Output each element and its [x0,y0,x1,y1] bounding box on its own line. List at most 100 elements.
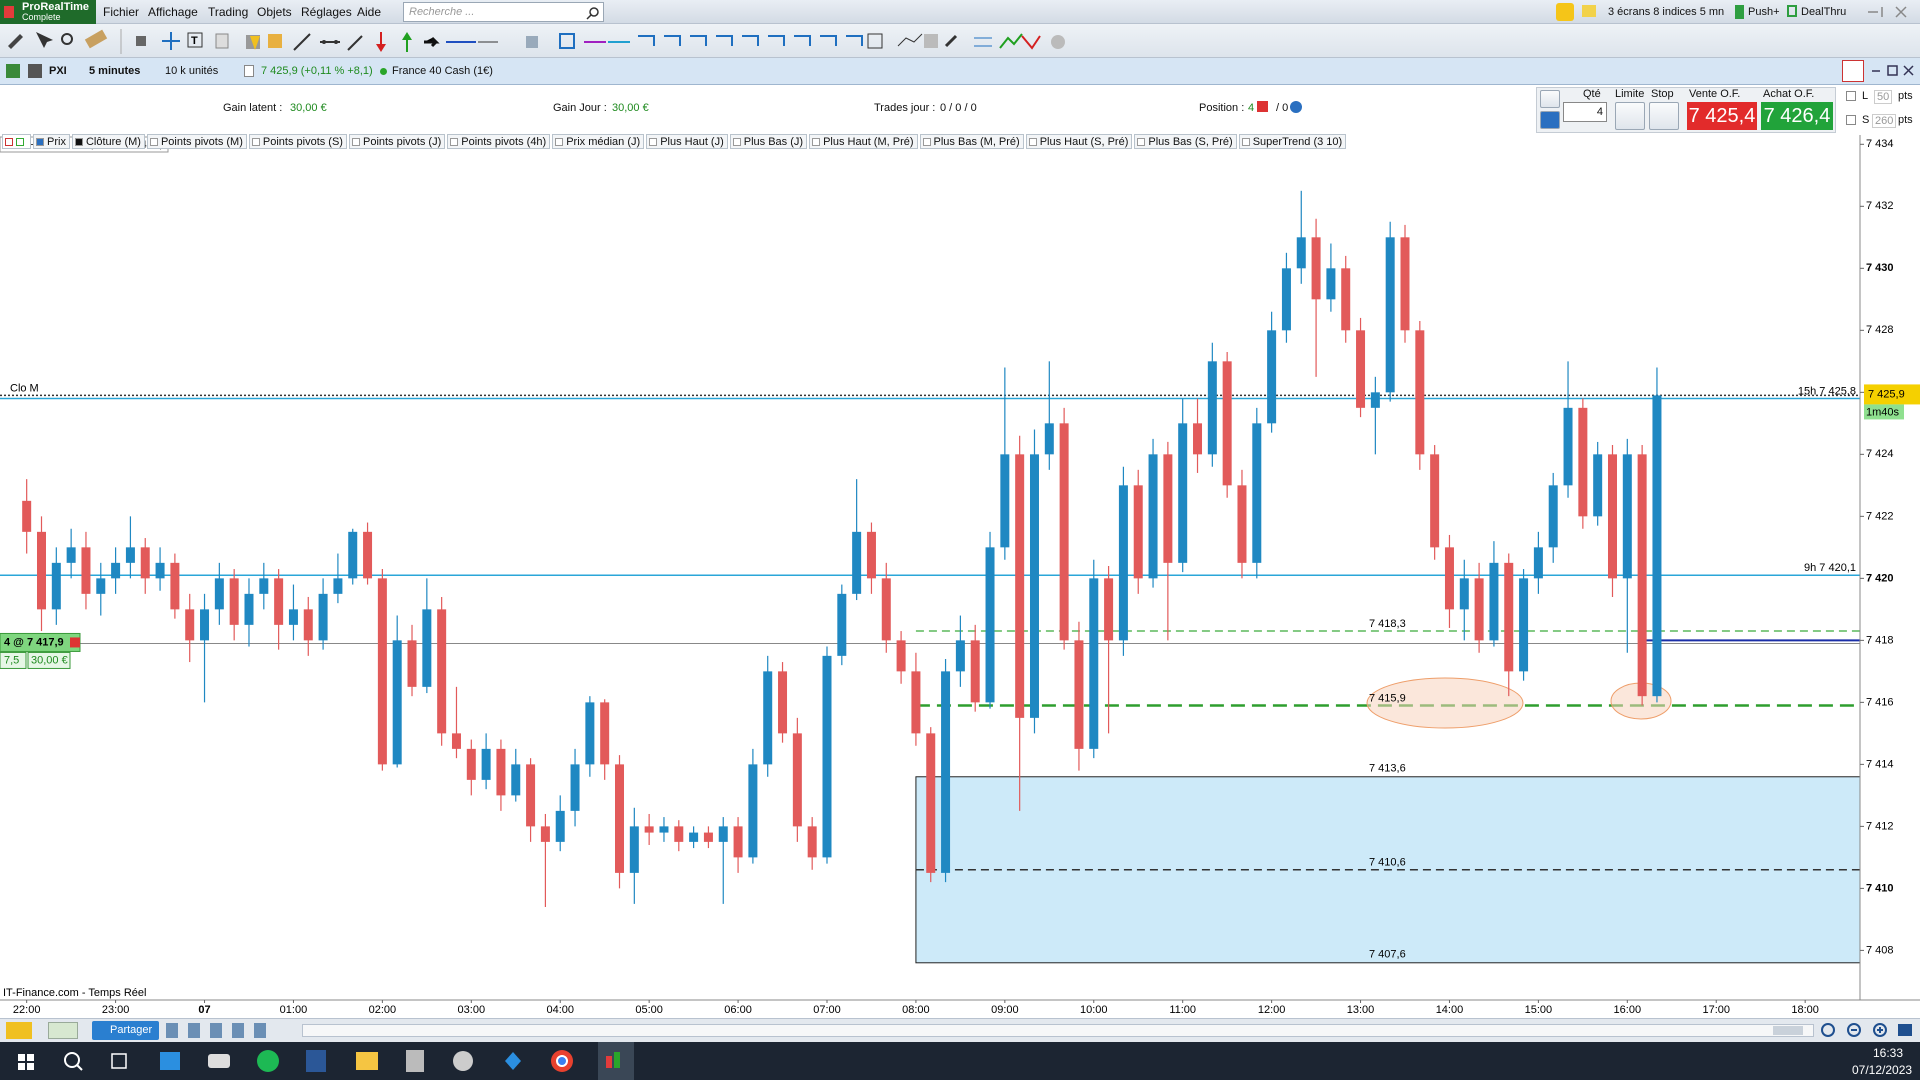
indicator-tag[interactable]: Plus Bas (S, Pré) [1134,134,1237,149]
x-tick-label: 11:00 [1169,1004,1196,1016]
window-controls[interactable] [1866,4,1920,20]
toolbar-icons[interactable]: T [0,24,1100,58]
instrument-bar: PXI 5 minutes 10 k unités 7 425,9 (+0,11… [0,58,1920,85]
indicator-tag[interactable]: Plus Bas (M, Pré) [919,134,1024,149]
level-label: 7 407,6 [1369,949,1406,961]
indicator-tag[interactable]: Plus Bas (J) [729,134,808,149]
last-price-label: 7 425,9 [1868,388,1905,400]
indicator-tag[interactable]: Points pivots (S) [248,134,347,149]
x-tick-label: 23:00 [102,1004,130,1016]
tool-icons[interactable] [166,1023,276,1038]
l-value[interactable]: 50 [1874,90,1893,104]
note-icon[interactable] [1582,5,1596,17]
chart-type-button[interactable] [48,1022,78,1039]
candle-body [941,671,951,873]
settings-icon[interactable] [1290,101,1302,113]
stop-button[interactable] [1649,102,1679,130]
tag-label: Prix médian (J) [566,135,641,148]
menu-item[interactable]: Trading [208,5,249,19]
x-tick-label: 07 [198,1004,210,1016]
candle-body [703,832,713,842]
menu-item[interactable]: Fichier [103,5,140,19]
indicator-tag[interactable]: Points pivots (4h) [447,134,551,149]
limit-button[interactable] [1615,102,1645,130]
candle-body [81,547,91,594]
candle-body [600,702,610,765]
period[interactable]: 5 minutes [89,65,141,77]
label: Gain Jour : [553,102,607,114]
qty-input[interactable]: 4 [1563,102,1607,122]
sync-icon[interactable] [1842,60,1864,82]
alert-icon[interactable] [1556,3,1574,21]
info-icon[interactable] [244,65,254,77]
indicator-tag[interactable]: SuperTrend (3 10) [1238,134,1347,149]
close-position[interactable] [1257,101,1268,112]
candle-body [244,593,254,625]
candle-body [1222,361,1232,486]
push-icon [1735,5,1744,19]
buy-button[interactable]: 7 426,4 [1761,102,1833,130]
indicator-tag[interactable]: Plus Haut (S, Pré) [1025,134,1133,149]
candle-body [526,764,536,827]
draw-button[interactable] [6,1022,32,1039]
menu-item[interactable]: Affichage [148,5,198,19]
menu-item[interactable]: Réglages [301,5,352,19]
tag-icon[interactable] [2,134,31,149]
bottom-toolbar: Partager [0,1018,1920,1042]
ticker[interactable]: PXI [49,65,67,77]
grid-icon[interactable] [28,64,42,78]
x-tick-label: 03:00 [458,1004,486,1016]
y-tick-label: 7 414 [1866,758,1894,770]
x-tick-label: 07:00 [813,1004,841,1016]
indicator-tag[interactable]: Plus Haut (J) [646,134,728,149]
value: 4 [1248,102,1255,114]
candle-body [1267,330,1277,424]
indicator-tag[interactable]: Prix [33,134,70,149]
candle-body [1474,578,1484,641]
scroll-thumb[interactable] [1773,1026,1803,1035]
candle-body [318,593,328,641]
indicator-tag[interactable]: Points pivots (J) [348,134,446,149]
wrench-button[interactable] [1540,90,1560,108]
search-icon [586,7,599,20]
list-icon[interactable] [6,64,20,78]
candle-body [155,562,165,579]
annotation-ellipse[interactable] [1366,677,1524,729]
s-value[interactable]: 260 [1872,114,1897,128]
x-tick-label: 10:00 [1080,1004,1108,1016]
indicator-tag[interactable]: Prix médian (J) [552,134,645,149]
panel-controls[interactable] [1870,64,1918,78]
calc-button[interactable] [1540,111,1560,129]
logo[interactable]: ProRealTime Complete [0,0,96,24]
menu-link[interactable]: 3 écrans 8 indices 5 mn [1608,6,1725,18]
candle-body [659,826,669,833]
y-tick-label: 7 420 [1866,572,1894,584]
units[interactable]: 10 k unités [165,65,219,77]
taskbar-icons[interactable] [0,1042,640,1080]
share-button[interactable]: Partager [92,1021,159,1040]
menu-item[interactable]: Aide [357,5,382,19]
candle-body [1029,454,1039,718]
menu-link[interactable]: Push+ [1748,6,1780,18]
toolbar: T [0,24,1920,58]
menu-item[interactable]: Objets [257,5,292,19]
candle-body [1015,454,1025,718]
y-tick-label: 7 416 [1866,696,1894,708]
checkbox[interactable] [1846,115,1856,125]
candle-body [96,578,106,594]
menu-link[interactable]: DealThru [1801,6,1847,18]
candle-body [377,578,387,765]
status-dot [380,68,387,75]
zoom-controls[interactable] [1818,1021,1918,1041]
indicator-tag[interactable]: Clôture (M) [71,134,145,149]
search-box[interactable]: Recherche ... [403,2,604,22]
indicator-tag[interactable]: Plus Haut (M, Pré) [809,134,918,149]
sell-button[interactable]: 7 425,4 [1687,102,1757,130]
candle-body [807,826,817,858]
y-tick-label: 7 434 [1866,138,1894,150]
scrollbar[interactable] [302,1024,1814,1037]
checkbox[interactable] [1846,91,1856,101]
order-panel: Qté 4 Limite Stop Vente O.F. 7 425,4 Ach… [1536,87,1836,133]
indicator-tag[interactable]: Points pivots (M) [146,134,247,149]
chart: 7 413,6 7 407,6 Clo M 15h 7 425,8 9h 7 420,1… [0,135,1920,1018]
